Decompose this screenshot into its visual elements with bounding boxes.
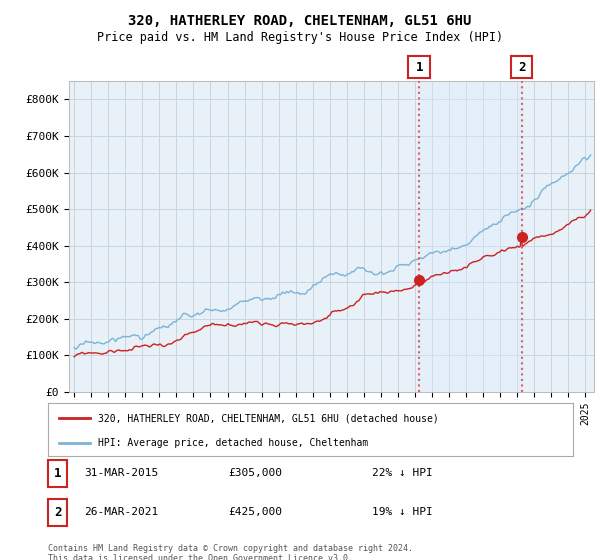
Text: 2: 2	[518, 60, 526, 74]
Text: Contains HM Land Registry data © Crown copyright and database right 2024.: Contains HM Land Registry data © Crown c…	[48, 544, 413, 553]
Bar	[419, 81, 521, 392]
Text: Price paid vs. HM Land Registry's House Price Index (HPI): Price paid vs. HM Land Registry's House …	[97, 31, 503, 44]
Text: 31-MAR-2015: 31-MAR-2015	[84, 468, 158, 478]
Text: 22% ↓ HPI: 22% ↓ HPI	[372, 468, 433, 478]
Text: HPI: Average price, detached house, Cheltenham: HPI: Average price, detached house, Chel…	[98, 438, 368, 448]
Text: This data is licensed under the Open Government Licence v3.0.: This data is licensed under the Open Gov…	[48, 554, 353, 560]
Text: £425,000: £425,000	[228, 507, 282, 517]
Text: 2: 2	[54, 506, 61, 519]
Text: 19% ↓ HPI: 19% ↓ HPI	[372, 507, 433, 517]
Text: 26-MAR-2021: 26-MAR-2021	[84, 507, 158, 517]
Text: 1: 1	[54, 466, 61, 480]
Text: £305,000: £305,000	[228, 468, 282, 478]
Text: 320, HATHERLEY ROAD, CHELTENHAM, GL51 6HU: 320, HATHERLEY ROAD, CHELTENHAM, GL51 6H…	[128, 14, 472, 28]
Text: 1: 1	[416, 60, 423, 74]
Text: 320, HATHERLEY ROAD, CHELTENHAM, GL51 6HU (detached house): 320, HATHERLEY ROAD, CHELTENHAM, GL51 6H…	[98, 413, 439, 423]
